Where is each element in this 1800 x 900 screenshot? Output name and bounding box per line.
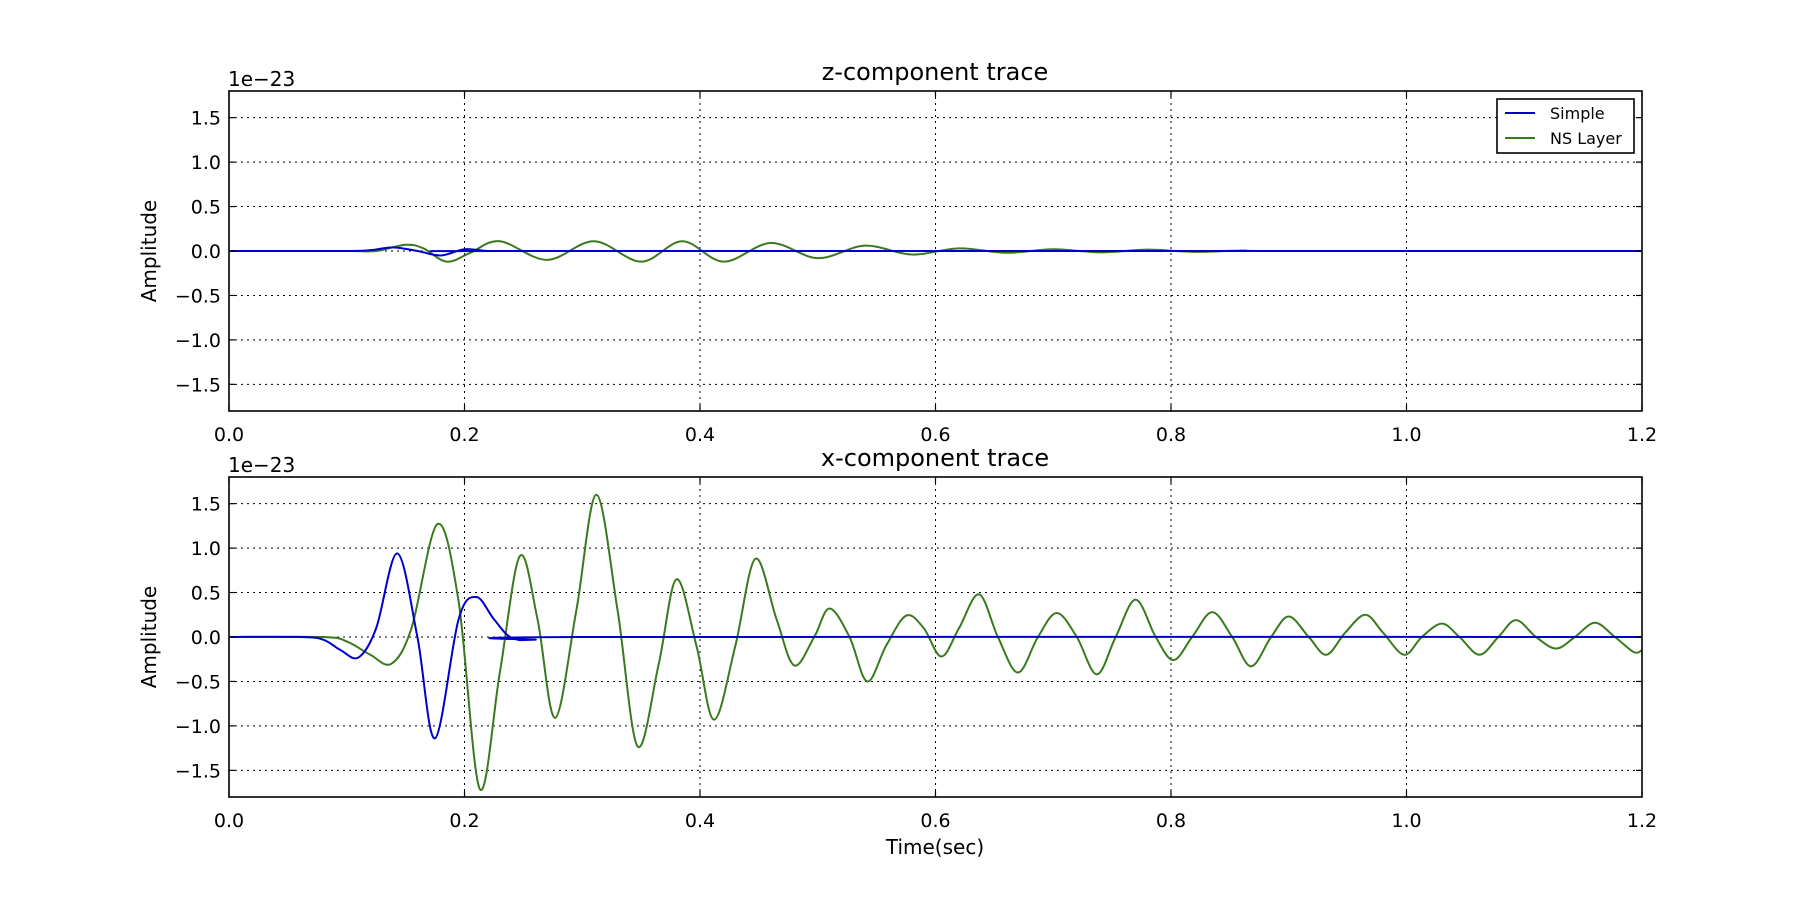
x-panel-x-tick-label: 0.8 — [1156, 810, 1186, 832]
x-component-panel: x-component trace 1e−23 Amplitude Time(s… — [137, 444, 1657, 859]
z-panel-x-tick-label: 0.4 — [685, 424, 715, 446]
x-panel-ticks: 0.0 0.2 0.4 0.6 0.8 1.0 1.2 1.5 1.0 0.5 0.0 −0.5 −1.… — [175, 477, 1657, 832]
legend-box — [1496, 98, 1635, 154]
x-panel-y-tick-label: 0.5 — [191, 583, 221, 605]
x-panel-y-tick-label: 0.0 — [191, 627, 221, 649]
x-panel-x-tick-label: 1.0 — [1391, 810, 1421, 832]
x-panel-frame — [228, 476, 1643, 798]
x-panel-x-tick-label: 0.4 — [685, 810, 715, 832]
z-panel-y-tick-label: 1.5 — [191, 108, 221, 130]
z-panel-y-tick-label: −0.5 — [175, 285, 221, 307]
z-panel-series — [228, 240, 1643, 263]
z-panel-x-tick-label: 0.0 — [214, 424, 244, 446]
z-component-panel: z-component trace 1e−23 Amplitude 0.0 0.2… — [137, 58, 1657, 446]
x-panel-y-tick-label: 1.5 — [191, 494, 221, 516]
z-panel-grid — [229, 91, 1642, 411]
x-panel-y-tick-label: −1.5 — [175, 760, 221, 782]
z-panel-x-tick-label: 1.2 — [1627, 424, 1657, 446]
x-panel-x-tick-label: 0.6 — [920, 810, 950, 832]
x-panel-x-axis-label: Time(sec) — [885, 835, 984, 859]
x-panel-series-simple — [228, 552, 1643, 740]
z-panel-y-tick-label: 0.5 — [191, 197, 221, 219]
z-panel-ticks: 0.0 0.2 0.4 0.6 0.8 1.0 1.2 1.5 1.0 0.5 0.0 −0.5 −1.… — [175, 91, 1657, 446]
x-panel-y-axis-label: Amplitude — [137, 586, 161, 689]
legend-label-ns-layer: NS Layer — [1550, 129, 1622, 148]
z-panel-title: z-component trace — [822, 58, 1049, 86]
x-panel-x-tick-label: 0.2 — [449, 810, 479, 832]
z-panel-series-simple — [228, 246, 1642, 257]
z-panel-x-tick-label: 1.0 — [1391, 424, 1421, 446]
x-panel-y-tick-label: 1.0 — [191, 538, 221, 560]
z-panel-y-tick-label: 1.0 — [191, 152, 221, 174]
z-panel-x-tick-label: 0.6 — [920, 424, 950, 446]
z-panel-frame — [228, 90, 1643, 412]
x-panel-y-tick-label: −0.5 — [175, 671, 221, 693]
x-panel-y-offset-label: 1e−23 — [228, 453, 295, 477]
z-panel-y-offset-label: 1e−23 — [228, 67, 295, 91]
legend: Simple NS Layer — [1496, 98, 1635, 154]
z-panel-x-tick-label: 0.8 — [1156, 424, 1186, 446]
legend-label-simple: Simple — [1550, 104, 1605, 123]
x-panel-x-tick-label: 0.0 — [214, 810, 244, 832]
z-panel-y-tick-label: −1.5 — [175, 374, 221, 396]
x-panel-title: x-component trace — [821, 444, 1049, 472]
x-panel-y-tick-label: −1.0 — [175, 716, 221, 738]
z-panel-x-tick-label: 0.2 — [449, 424, 479, 446]
x-panel-series — [228, 493, 1643, 791]
z-panel-y-axis-label: Amplitude — [137, 200, 161, 303]
z-panel-y-tick-label: 0.0 — [191, 241, 221, 263]
x-panel-x-tick-label: 1.2 — [1627, 810, 1657, 832]
x-panel-series-ns-layer — [228, 493, 1643, 791]
z-panel-y-tick-label: −1.0 — [175, 330, 221, 352]
